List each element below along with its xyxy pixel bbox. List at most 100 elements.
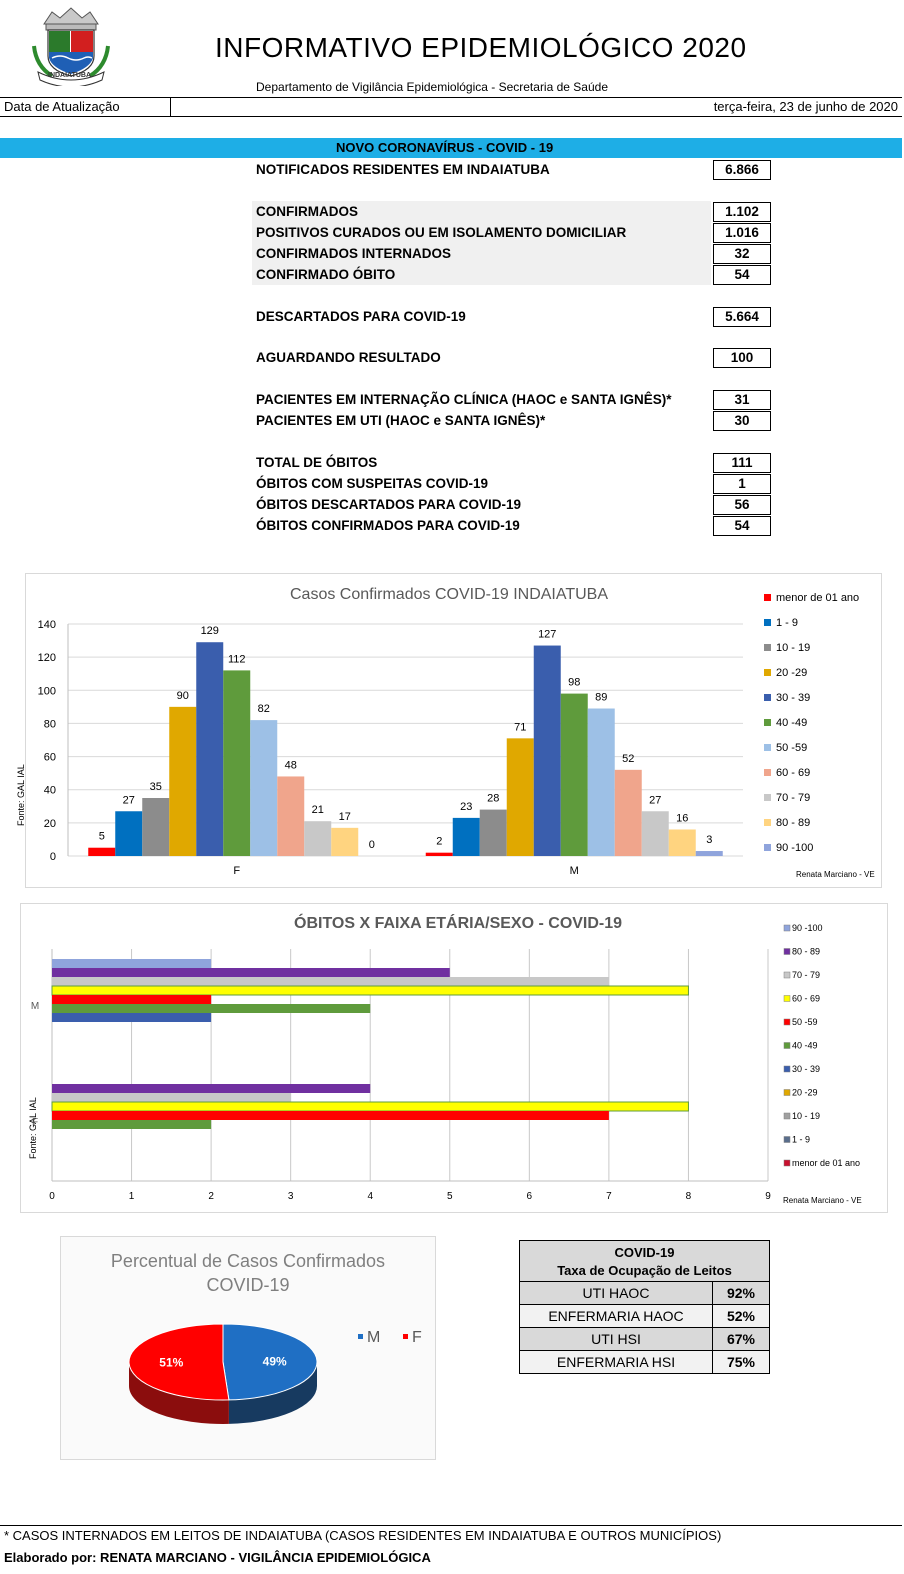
bar <box>223 670 251 856</box>
update-date: terça-feira, 23 de junho de 2020 <box>713 99 898 114</box>
legend-label: 70 - 79 <box>792 970 820 980</box>
x-tick-label: 4 <box>367 1191 373 1202</box>
bar <box>51 985 689 996</box>
bar <box>304 821 332 856</box>
data-label: 129 <box>201 625 219 637</box>
stat-value-clinical: 31 <box>713 390 771 410</box>
legend-label: 60 - 69 <box>792 994 820 1004</box>
confirmed-cases-chart: Casos Confirmados COVID-19 INDAIATUBA Fo… <box>16 573 882 888</box>
occupancy-value: 75% <box>712 1350 770 1374</box>
occupancy-title2: Taxa de Ocupação de Leitos <box>557 1262 732 1278</box>
y-tick-label: 140 <box>38 619 56 631</box>
chart3-plot: 49% 51% M F <box>128 1323 422 1424</box>
legend-label: 20 -29 <box>776 667 807 679</box>
stat-label-discarded: DESCARTADOS PARA COVID-19 <box>256 309 466 324</box>
legend-swatch <box>764 719 771 726</box>
bar <box>250 720 278 856</box>
bar <box>52 1093 291 1102</box>
y-tick-label: 0 <box>50 851 56 863</box>
data-label: 17 <box>339 811 351 823</box>
data-label: 3 <box>706 834 712 846</box>
legend-swatch <box>783 1042 791 1049</box>
occupancy-label: UTI HAOC <box>519 1281 713 1305</box>
stat-value-confirmed-deaths: 54 <box>713 516 771 536</box>
bar <box>277 776 305 856</box>
chart1-source: Fonte: GAL IAL <box>16 764 26 826</box>
bed-occupancy-table: COVID-19 Taxa de Ocupação de Leitos UTI … <box>519 1240 770 1374</box>
stat-label-awaiting: AGUARDANDO RESULTADO <box>256 350 441 365</box>
data-label: 0 <box>369 839 375 851</box>
bar <box>52 1111 609 1120</box>
legend-swatch <box>764 694 771 701</box>
legend-label: menor de 01 ano <box>776 592 859 604</box>
occupancy-value: 67% <box>712 1327 770 1351</box>
bar <box>52 977 609 986</box>
data-label: 2 <box>436 836 442 848</box>
stat-value-discarded: 5.664 <box>713 307 771 327</box>
bar <box>587 708 615 856</box>
stat-label-clinical: PACIENTES EM INTERNAÇÃO CLÍNICA (HAOC e … <box>256 392 672 407</box>
legend-swatch <box>403 1334 408 1339</box>
bar <box>52 959 212 968</box>
bar <box>142 798 170 856</box>
logo-banner-text: INDAIATUBA <box>48 72 92 79</box>
legend-label: 90 -100 <box>776 842 813 854</box>
stat-label-notified: NOTIFICADOS RESIDENTES EM INDAIATUBA <box>256 162 550 177</box>
legend-swatch <box>764 769 771 776</box>
data-label: 52 <box>622 753 634 765</box>
data-label: 127 <box>538 629 556 641</box>
legend-swatch <box>358 1334 363 1339</box>
table-row: ENFERMARIA HSI 75% <box>519 1350 770 1374</box>
bar <box>614 769 642 856</box>
confirmed-group-bg <box>252 201 711 285</box>
page-title: INFORMATIVO EPIDEMIOLÓGICO 2020 <box>215 32 747 63</box>
footer-credit: Elaborado por: RENATA MARCIANO - VIGILÂN… <box>4 1550 431 1565</box>
y-tick-label: F <box>32 1117 38 1128</box>
x-tick-label: 5 <box>447 1191 453 1202</box>
bar <box>331 827 359 856</box>
table-row: ENFERMARIA HAOC 52% <box>519 1304 770 1328</box>
bar <box>533 645 561 856</box>
y-tick-label: 60 <box>44 752 56 764</box>
stat-label-confirmed-deaths: ÓBITOS CONFIRMADOS PARA COVID-19 <box>256 518 520 533</box>
data-label: 89 <box>595 692 607 704</box>
legend-label: F <box>412 1329 422 1346</box>
data-label: 90 <box>177 690 189 702</box>
city-logo: INDAIATUBA <box>30 6 112 88</box>
chart1-title: Casos Confirmados COVID-19 INDAIATUBA <box>290 586 609 603</box>
data-label: 21 <box>312 804 324 816</box>
occupancy-label: ENFERMARIA HSI <box>519 1350 713 1374</box>
bar <box>452 817 480 856</box>
stat-value-suspected-deaths: 1 <box>713 474 771 494</box>
occupancy-value: 52% <box>712 1304 770 1328</box>
x-tick-label: 3 <box>288 1191 294 1202</box>
legend-swatch <box>783 995 791 1002</box>
y-tick-label: 100 <box>38 685 56 697</box>
pie-side <box>129 1362 229 1424</box>
data-label: 27 <box>649 794 661 806</box>
section-band: NOVO CORONAVÍRUS - COVID - 19 <box>0 138 902 158</box>
chart2-title: ÓBITOS X FAIXA ETÁRIA/SEXO - COVID-19 <box>294 915 623 932</box>
occupancy-label: ENFERMARIA HAOC <box>519 1304 713 1328</box>
bar <box>641 811 669 856</box>
bar <box>52 968 450 977</box>
occupancy-value: 92% <box>712 1281 770 1305</box>
bar <box>695 851 723 856</box>
legend-swatch <box>764 844 771 851</box>
data-label: 98 <box>568 677 580 689</box>
stat-label-total-deaths: TOTAL DE ÓBITOS <box>256 455 378 470</box>
stat-label-icu: PACIENTES EM UTI (HAOC e SANTA IGNÊS)* <box>256 413 546 428</box>
data-label: 23 <box>460 801 472 813</box>
legend-label: 10 - 19 <box>792 1111 820 1121</box>
bar <box>560 693 588 856</box>
legend-swatch <box>764 644 771 651</box>
legend-swatch <box>783 1136 791 1143</box>
stat-value-confirmed: 1.102 <box>713 202 771 222</box>
pie-label: 51% <box>159 1356 183 1370</box>
bar <box>169 706 197 856</box>
x-tick-label: F <box>233 865 240 877</box>
bar <box>668 829 696 856</box>
pie-slice <box>222 1323 318 1401</box>
stat-label-suspected-deaths: ÓBITOS COM SUSPEITAS COVID-19 <box>256 476 489 491</box>
legend-swatch <box>783 1159 791 1167</box>
